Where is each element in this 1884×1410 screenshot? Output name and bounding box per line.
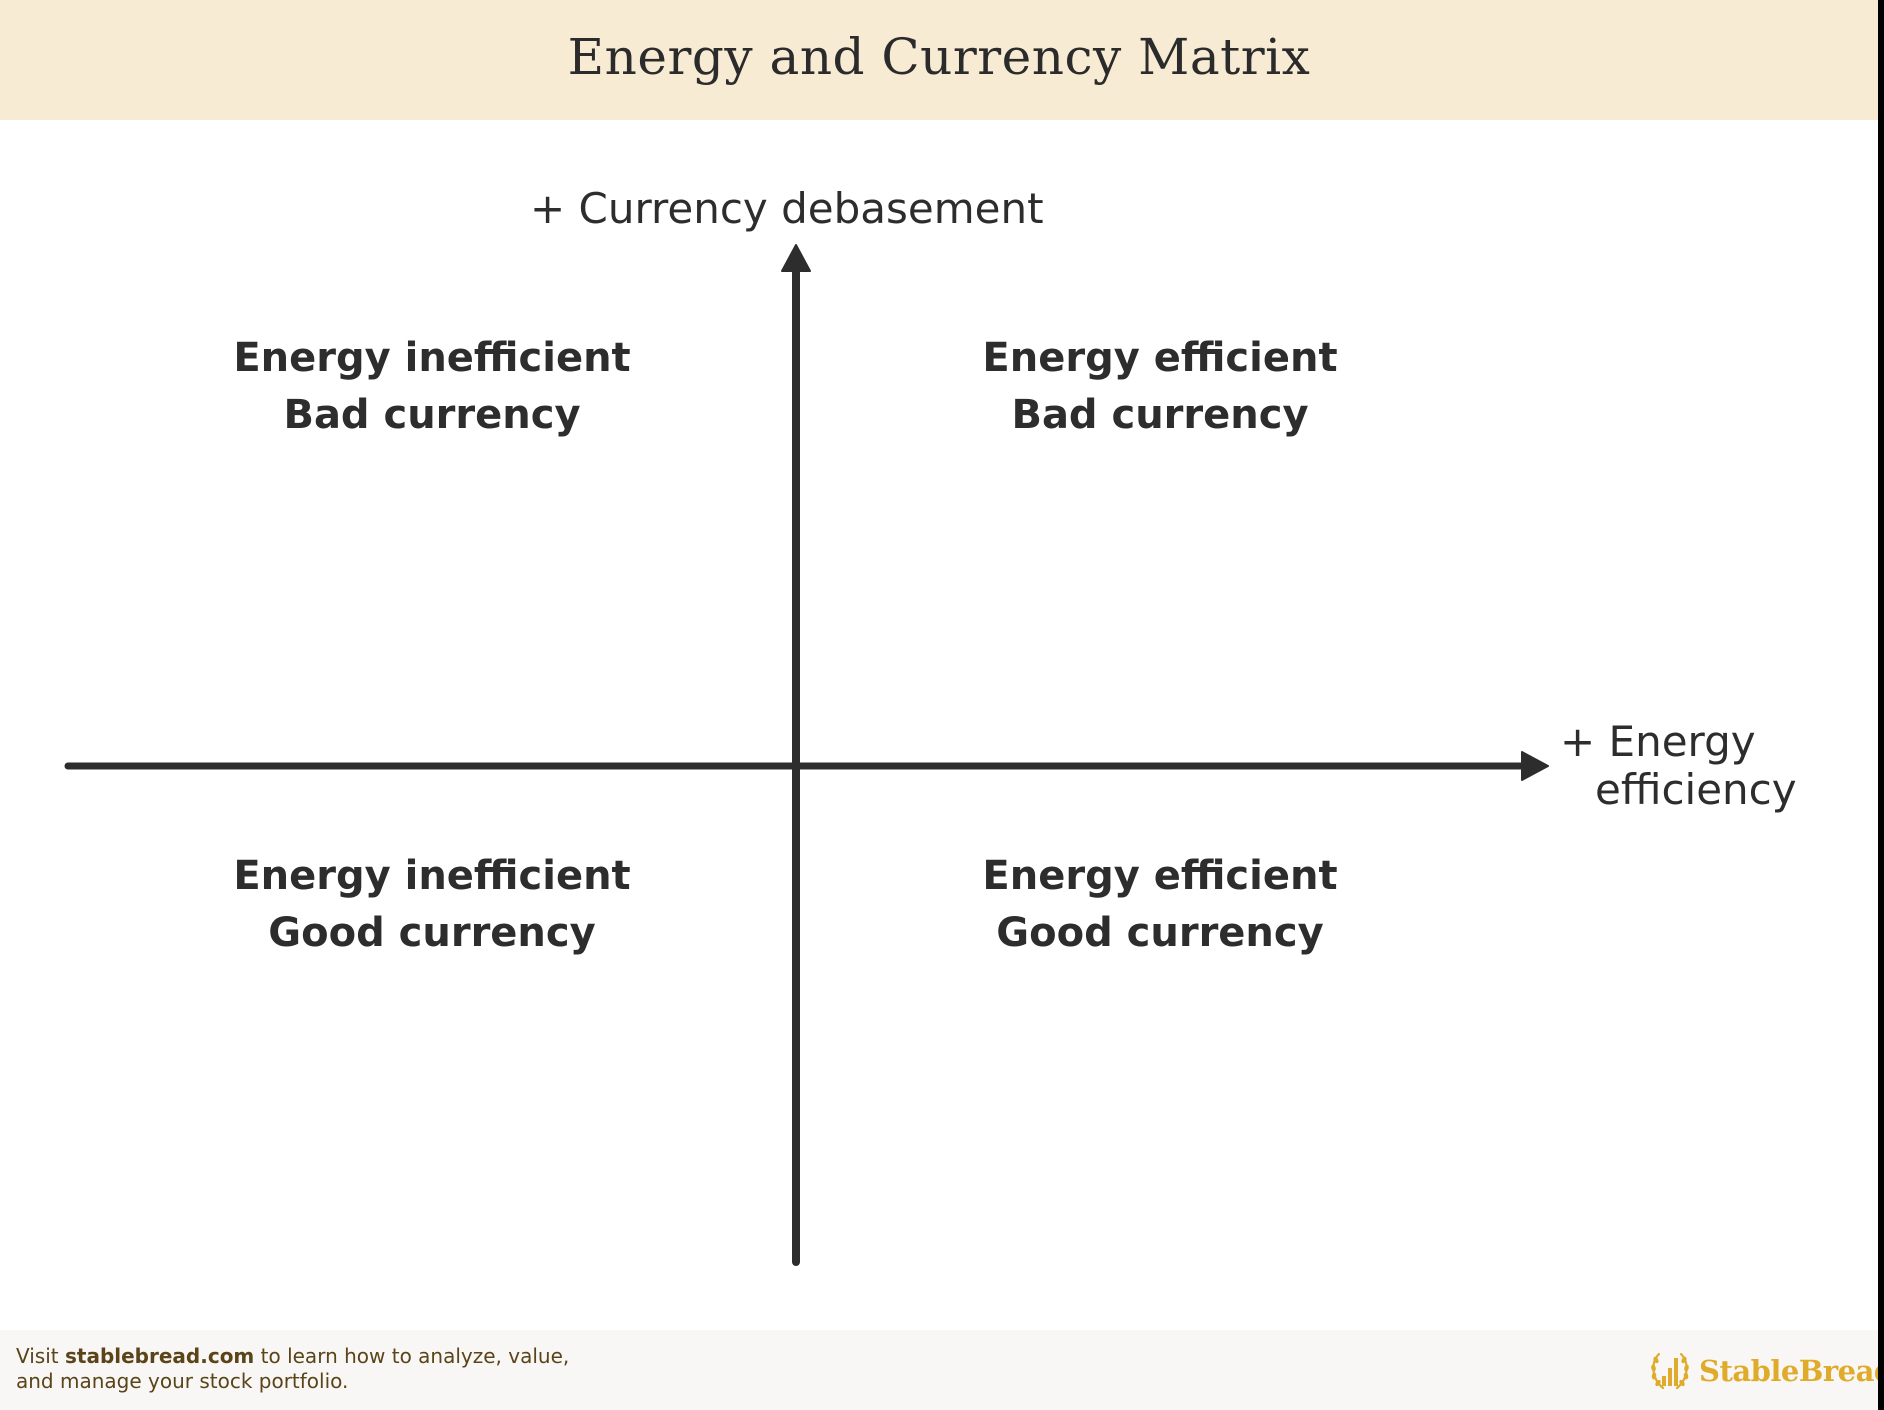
footer-suffix: to learn how to analyze, value,	[254, 1344, 570, 1368]
quadrant-currency-label: Good currency	[268, 910, 596, 956]
footer-line2: and manage your stock portfolio.	[16, 1369, 349, 1393]
logo-wordmark: StableBread	[1699, 1354, 1884, 1388]
quadrant-top-left: Energy inefficient Bad currency	[152, 330, 712, 444]
quadrant-currency-label: Bad currency	[283, 392, 581, 438]
quadrant-bottom-left: Energy inefficient Good currency	[152, 848, 712, 962]
y-axis-label: + Currency debasement	[530, 184, 1044, 233]
stablebread-logo[interactable]: StableBread	[1647, 1346, 1884, 1396]
laurel-bar-chart-icon	[1651, 1352, 1689, 1390]
quadrant-energy-label: Energy efficient	[982, 335, 1338, 381]
x-axis-label-line2: efficiency	[1595, 765, 1797, 814]
quadrant-energy-label: Energy inefficient	[233, 853, 631, 899]
footer-site-link[interactable]: stablebread.com	[64, 1344, 255, 1368]
header-banner: Energy and Currency Matrix	[0, 0, 1878, 120]
x-axis-label-line1: + Energy	[1560, 717, 1756, 766]
quadrant-top-right: Energy efficient Bad currency	[880, 330, 1440, 444]
footer: Visit stablebread.com to learn how to an…	[0, 1330, 1884, 1410]
footer-prefix: Visit	[16, 1344, 65, 1368]
quadrant-currency-label: Good currency	[996, 910, 1324, 956]
quadrant-energy-label: Energy efficient	[982, 853, 1338, 899]
x-axis-label: + Energy efficiency	[1560, 718, 1797, 814]
window-edge	[1878, 0, 1884, 1410]
quadrant-bottom-right: Energy efficient Good currency	[880, 848, 1440, 962]
page-title: Energy and Currency Matrix	[567, 28, 1311, 86]
x-axis-arrowhead-icon	[1521, 751, 1549, 781]
quadrant-energy-label: Energy inefficient	[233, 335, 631, 381]
footer-promo-text: Visit stablebread.com to learn how to an…	[16, 1344, 569, 1394]
quadrant-currency-label: Bad currency	[1011, 392, 1309, 438]
y-axis-arrowhead-icon	[781, 244, 811, 272]
